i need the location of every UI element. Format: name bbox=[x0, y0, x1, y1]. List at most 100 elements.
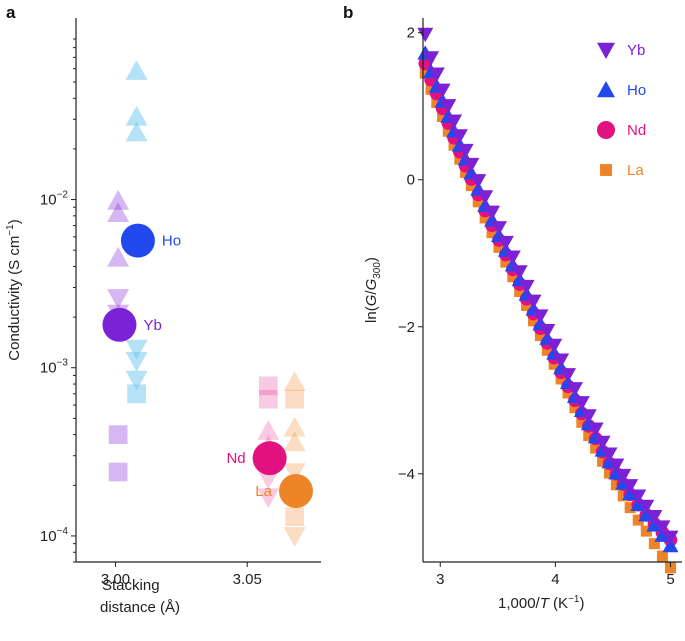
panel-b-point-yb bbox=[497, 235, 514, 251]
panel-b-ylabel: ln(G/G300) bbox=[363, 257, 383, 323]
panel-b-point-yb bbox=[470, 174, 487, 189]
panel-b-point-yb bbox=[646, 510, 663, 525]
panel-a-point-yb bbox=[107, 289, 130, 309]
panel-a-point-nd bbox=[257, 420, 280, 440]
legend-marker-la bbox=[600, 164, 612, 176]
panel-b-point-la bbox=[664, 562, 677, 574]
panel-b-point-la bbox=[597, 455, 609, 467]
panel-b-point-ho bbox=[630, 496, 647, 512]
panel-b-point-la bbox=[534, 330, 546, 342]
panel-b-xtick-label: 5 bbox=[666, 571, 674, 588]
panel-b-point-yb bbox=[504, 250, 521, 265]
panel-b-point-yb bbox=[615, 468, 632, 484]
panel-b-ytick-label: −2 bbox=[398, 319, 415, 336]
panel-b-point-yb bbox=[587, 422, 604, 437]
panel-b-point-yb bbox=[532, 309, 549, 324]
panel-a-point-la bbox=[285, 389, 305, 409]
panel-b-label: b bbox=[343, 3, 353, 22]
panel-b-point-yb bbox=[423, 51, 440, 66]
panel-b-point-yb bbox=[428, 67, 445, 82]
panel-b-point-la bbox=[493, 241, 505, 253]
panel-a-point-nd bbox=[258, 389, 278, 409]
panel-a-xtick-label: 3.00 bbox=[101, 571, 130, 588]
panel-a-label: a bbox=[6, 3, 16, 22]
panel-b-point-la bbox=[583, 430, 595, 442]
panel-b-point-yb bbox=[518, 279, 535, 295]
panel-a-point-ho bbox=[125, 60, 148, 80]
panel-a-point-ho bbox=[125, 370, 148, 391]
legend-label-nd: Nd bbox=[627, 122, 646, 139]
panel-b-point-la bbox=[431, 97, 443, 109]
panel-b-point-yb bbox=[566, 382, 583, 397]
panel-b-point-yb bbox=[477, 190, 494, 205]
panel-a-label-la: La bbox=[255, 483, 272, 500]
panel-b-point-yb bbox=[594, 435, 611, 451]
panel-b-point-yb bbox=[440, 99, 457, 114]
panel-a-point-la bbox=[283, 416, 306, 437]
panel-b-point-yb bbox=[463, 157, 480, 173]
panel-b-point-yb bbox=[662, 530, 679, 546]
panel-b-chart: 2 0 −2 −4 3 4 5 Yb Ho Nd La 1,000/T (K−1) ln(G/G… bbox=[363, 18, 682, 612]
panel-b-point-yb bbox=[553, 353, 570, 368]
panel-b-point-yb bbox=[457, 143, 474, 159]
panel-b-point-yb bbox=[484, 205, 501, 221]
panel-b-point-yb bbox=[546, 338, 563, 354]
panel-a-point-ho bbox=[125, 121, 148, 142]
panel-a-point-yb bbox=[107, 190, 130, 210]
panel-a-point-ho bbox=[125, 351, 148, 372]
panel-a-point-la bbox=[283, 371, 306, 392]
panel-b-point-yb bbox=[560, 368, 577, 383]
panel-a-ylabel: Conductivity (S cm−1) bbox=[5, 219, 23, 360]
panel-a-label-ho: Ho bbox=[162, 233, 181, 250]
panel-b-point-yb bbox=[573, 396, 590, 411]
panel-a-ytick-label: 10−4 bbox=[40, 526, 69, 545]
panel-a-point-ho bbox=[127, 384, 146, 404]
panel-a-point-la bbox=[283, 431, 306, 452]
panel-b-point-la bbox=[603, 467, 616, 479]
panel-a-point-yb bbox=[107, 202, 130, 222]
panel-b-point-ho bbox=[646, 517, 663, 532]
panel-a-highlight-ho bbox=[120, 223, 155, 258]
panel-b-point-la bbox=[479, 212, 491, 224]
panel-b-point-la bbox=[576, 416, 588, 428]
panel-a-point-la bbox=[283, 463, 306, 483]
panel-b-point-yb bbox=[601, 447, 618, 462]
panel-a-point-ho bbox=[125, 339, 148, 360]
panel-a-highlight-la bbox=[278, 474, 313, 509]
panel-b-point-yb bbox=[630, 489, 647, 504]
panel-b-point-yb bbox=[446, 114, 463, 129]
panel-a-highlight-yb bbox=[102, 307, 137, 342]
panel-b-point-la bbox=[442, 125, 454, 137]
panel-a-point-yb bbox=[107, 246, 130, 267]
panel-b-point-la bbox=[590, 442, 602, 454]
panel-a-xtick-label: 3.05 bbox=[233, 571, 262, 588]
panel-b-point-yb bbox=[525, 294, 542, 310]
panel-b-point-la bbox=[569, 402, 581, 414]
legend-marker-ho bbox=[597, 81, 615, 98]
legend-label-yb: Yb bbox=[627, 42, 645, 59]
panel-b-point-la bbox=[437, 110, 449, 123]
panel-b-point-yb bbox=[580, 409, 597, 424]
panel-b-ytick-label: 2 bbox=[407, 25, 415, 42]
panel-b-point-yb bbox=[434, 83, 451, 99]
panel-b-xlabel: 1,000/T (K−1) bbox=[498, 594, 584, 612]
panel-b-xtick-label: 4 bbox=[551, 571, 559, 588]
panel-b-point-la bbox=[617, 490, 629, 502]
panel-b-point-ho bbox=[654, 527, 671, 542]
panel-a-highlight-nd bbox=[252, 441, 287, 476]
panel-b-point-la bbox=[419, 67, 431, 79]
panel-b-point-ho bbox=[662, 537, 679, 553]
panel-b-point-yb bbox=[608, 458, 625, 473]
panel-a-point-ho bbox=[125, 105, 148, 126]
panel-b-point-la bbox=[454, 153, 466, 165]
panel-b-point-la bbox=[500, 256, 512, 268]
legend-label-la: La bbox=[627, 162, 644, 179]
panel-a-point-la bbox=[283, 527, 306, 547]
panel-b-point-la bbox=[656, 550, 668, 562]
panel-b-point-la bbox=[448, 139, 460, 151]
panel-a-label-yb: Yb bbox=[143, 317, 161, 334]
legend-label-ho: Ho bbox=[627, 82, 646, 99]
panel-a-point-nd bbox=[258, 376, 278, 396]
panel-b-point-yb bbox=[654, 520, 671, 535]
panel-b-ytick-label: 0 bbox=[407, 172, 415, 189]
